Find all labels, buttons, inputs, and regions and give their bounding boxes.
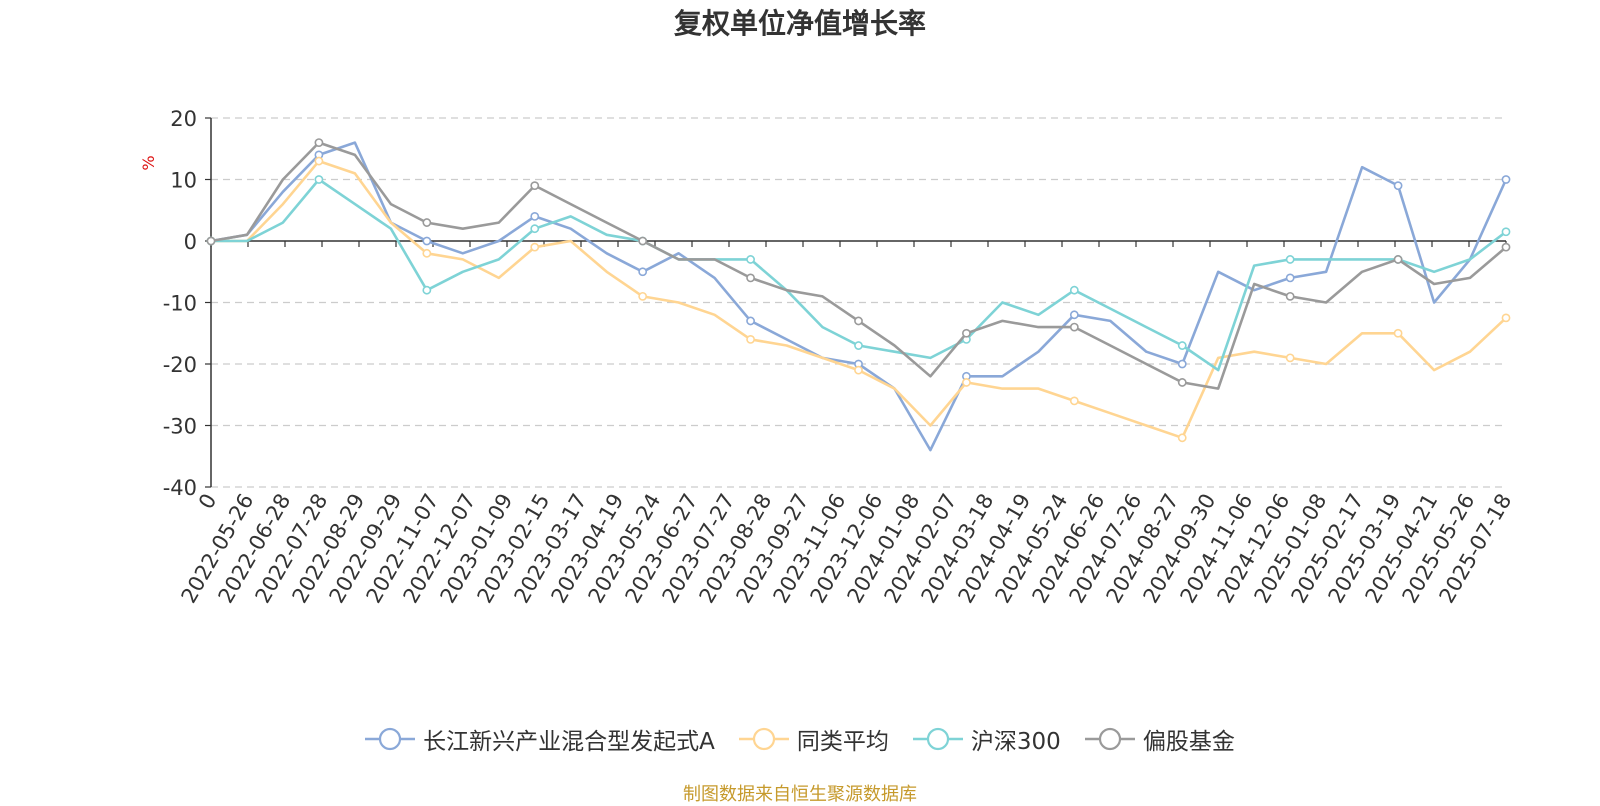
- data-point: [1177, 359, 1187, 369]
- y-tick-label: -40: [163, 476, 197, 500]
- data-point: [1285, 291, 1295, 301]
- data-point: [422, 236, 432, 246]
- data-point: [1501, 313, 1511, 323]
- data-point: [638, 291, 648, 301]
- grid-lines: [211, 117, 1506, 488]
- data-point: [1069, 310, 1079, 320]
- data-point: [1393, 181, 1403, 191]
- series-line-0: [210, 141, 1508, 452]
- data-point: [1501, 175, 1511, 184]
- data-point: [1177, 378, 1187, 387]
- data-point: [1177, 433, 1187, 443]
- chart-title: 复权单位净值增长率: [673, 7, 926, 40]
- y-tick-label: 0: [184, 230, 197, 254]
- data-point: [638, 236, 648, 246]
- data-point: [854, 316, 863, 326]
- data-point: [1069, 285, 1079, 295]
- data-point: [530, 224, 540, 234]
- data-point: [530, 242, 540, 252]
- data-point: [1501, 227, 1511, 237]
- data-point: [746, 273, 755, 283]
- data-point: [854, 365, 863, 375]
- legend-label: 长江新兴产业混合型发起式A: [423, 729, 715, 755]
- y-tick-label: 10: [170, 169, 197, 193]
- y-tick-label: -30: [163, 415, 197, 439]
- data-point: [1393, 328, 1403, 338]
- data-point: [1069, 322, 1079, 332]
- legend-item[interactable]: 沪深300: [912, 722, 1061, 756]
- data-point: [1285, 273, 1295, 283]
- data-point: [1285, 353, 1295, 363]
- data-point: [962, 378, 971, 387]
- data-point: [1501, 242, 1511, 252]
- y-tick-label: 20: [170, 107, 197, 131]
- legend-marker-icon: [912, 727, 963, 751]
- data-point: [638, 267, 648, 277]
- data-point: [746, 316, 755, 326]
- data-point: [530, 181, 540, 191]
- x-tick-label: 0: [194, 490, 221, 514]
- data-point: [422, 285, 432, 295]
- legend-label: 同类平均: [796, 729, 889, 755]
- source-note: 制图数据来自恒生聚源数据库: [683, 784, 917, 805]
- legend-label: 沪深300: [970, 729, 1061, 755]
- axes: % 20100-10-20-30-4002022-05-262022-06-28…: [139, 107, 1516, 607]
- data-point: [1285, 255, 1295, 264]
- data-point: [746, 334, 755, 344]
- data-point: [530, 211, 540, 221]
- legend-item[interactable]: 偏股基金: [1084, 722, 1235, 756]
- data-point: [206, 236, 216, 246]
- data-point: [746, 255, 755, 264]
- data-point: [854, 341, 863, 350]
- data-point: [1393, 255, 1403, 264]
- legend-item[interactable]: 长江新兴产业混合型发起式A: [365, 722, 715, 756]
- legend-marker-icon: [738, 727, 789, 751]
- y-axis-unit-label: %: [139, 155, 158, 170]
- legend-label: 偏股基金: [1142, 729, 1235, 755]
- data-point: [314, 175, 324, 184]
- legend-item[interactable]: 同类平均: [738, 722, 889, 756]
- data-point: [1069, 396, 1079, 406]
- data-point: [1177, 341, 1187, 350]
- data-point: [962, 328, 971, 338]
- legend-marker-icon: [1084, 727, 1135, 751]
- series-lines: [206, 138, 1511, 452]
- y-tick-label: -10: [163, 292, 197, 316]
- y-tick-label: -20: [163, 353, 197, 377]
- data-point: [422, 218, 432, 227]
- legend: 长江新兴产业混合型发起式A 同类平均 沪深300 偏股基金: [0, 722, 1600, 756]
- data-point: [422, 248, 432, 258]
- legend-marker-icon: [365, 727, 416, 751]
- data-point: [314, 138, 324, 147]
- data-point: [314, 156, 324, 166]
